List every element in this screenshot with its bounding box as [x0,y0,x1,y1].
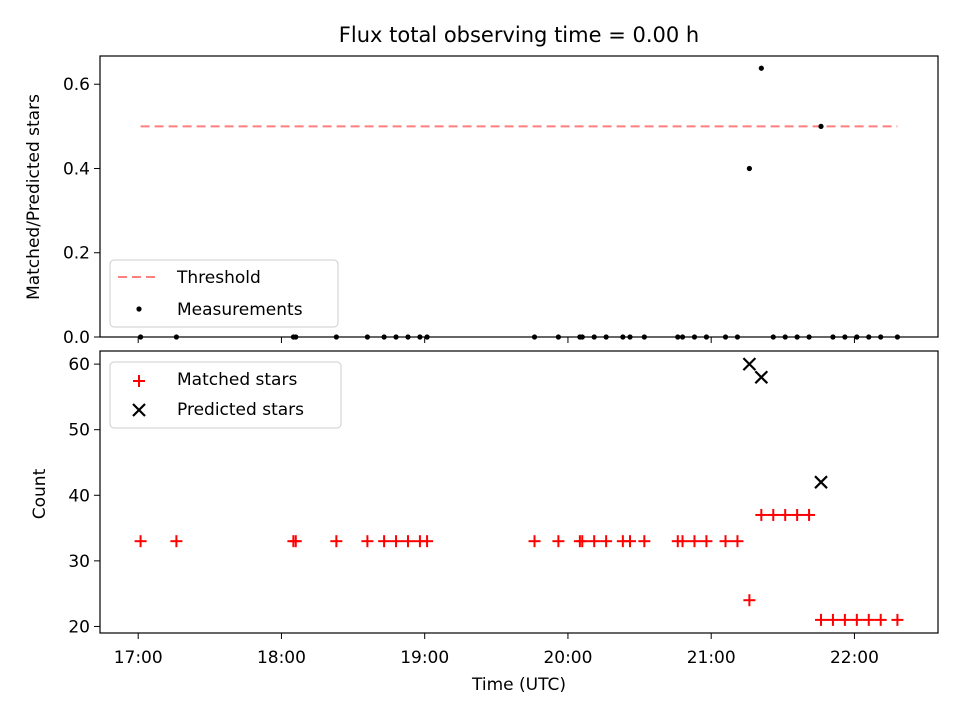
top-y-tick-label: 0.0 [63,328,90,348]
top-y-axis-label: Matched/Predicted stars [24,94,44,300]
bottom-y-tick-label: 20 [68,617,90,637]
top-x-ticks [137,337,855,343]
matched-star-point [289,535,302,548]
matched-star-point [731,535,744,548]
legend-predicted-label: Predicted stars [177,400,304,420]
matched-star-point [134,535,147,548]
matched-star-point [676,535,689,548]
measurement-point [818,123,824,129]
bottom-y-axis: 20 30 40 50 60 [68,355,100,637]
matched-star-point [401,535,414,548]
legend-measurements-swatch [136,306,142,312]
matched-star-point [688,535,701,548]
measurement-point [746,165,752,172]
matched-star-point [791,508,804,521]
matched-star-point [361,535,374,548]
bottom-legend: Matched stars Predicted stars [109,361,342,429]
legend-measurements-label: Measurements [177,300,303,320]
top-plot-frame [99,55,939,338]
matched-star-point [588,535,601,548]
matched-star-point [421,535,434,548]
bottom-legend-box [109,361,342,429]
matched-star-point [838,613,851,626]
matched-star-point [767,508,780,521]
bottom-y-tick-label: 50 [68,421,90,441]
top-legend: Threshold Measurements [109,259,339,328]
top-y-axis: 0.0 0.2 0.4 0.6 [63,75,100,348]
matched-star-point [826,613,839,626]
matched-star-point [803,508,816,521]
matched-star-point [755,508,768,521]
matched-star-point [779,508,792,521]
top-panel: 0.0 0.2 0.4 0.6 Matched/Predicted stars Thr… [24,55,939,348]
bottom-x-tick-label: 21:00 [687,648,736,668]
matched-star-point [850,613,863,626]
matched-star-point [528,535,541,548]
matched-star-point [552,535,565,548]
matched-star-point [719,535,732,548]
matched-star-point [891,613,904,626]
bottom-x-axis: 17:00 18:00 19:00 20:00 21:00 22:00 [114,633,879,668]
legend-matched-swatch [133,375,145,387]
legend-matched-label: Matched stars [177,370,297,390]
top-y-tick-label: 0.6 [63,75,90,95]
bottom-x-tick-label: 18:00 [257,648,306,668]
matched-star-point [170,535,183,548]
legend-predicted-swatch [132,403,146,417]
bottom-x-tick-label: 20:00 [543,648,592,668]
top-y-tick-label: 0.4 [63,159,90,179]
matched-star-point [624,535,637,548]
legend-threshold-label: Threshold [176,268,261,288]
chart-title: Flux total observing time = 0.00 h [339,23,699,47]
bottom-y-tick-label: 60 [68,355,90,375]
top-legend-box [109,259,339,328]
measurement-point [758,65,764,71]
predicted-star-point [754,370,769,385]
bottom-plot-marks [134,357,904,626]
bottom-x-axis-label: Time (UTC) [471,675,566,695]
matched-star-point [638,535,651,548]
matched-star-point [390,535,403,548]
matched-star-point [330,535,343,548]
matched-star-point [815,613,828,626]
bottom-y-tick-label: 30 [68,552,90,572]
top-y-tick-label: 0.2 [63,244,90,264]
bottom-plot-frame [99,350,939,634]
matched-star-point [862,613,875,626]
matched-star-point [743,594,756,607]
bottom-x-tick-label: 22:00 [830,648,879,668]
bottom-panel: 20 30 40 50 60 17:00 18:00 19:00 20:00 21:00 22:0… [30,350,939,695]
matched-star-point [576,535,589,548]
predicted-star-point [814,475,828,489]
matched-star-point [600,535,613,548]
bottom-x-tick-label: 19:00 [400,648,449,668]
bottom-y-tick-label: 40 [68,486,90,506]
matched-star-point [874,613,887,626]
matched-star-point [378,535,391,548]
bottom-x-tick-label: 17:00 [114,648,163,668]
predicted-star-point [742,357,757,371]
matched-star-point [700,535,713,548]
bottom-y-axis-label: Count [30,468,50,519]
